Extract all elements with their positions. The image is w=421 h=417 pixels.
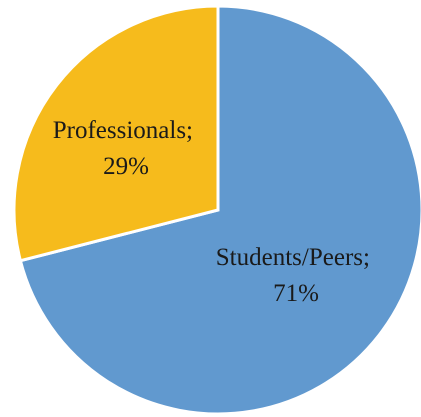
pie-slice-students-peers bbox=[18, 4, 421, 416]
data-label-students-peers-line2: 71% bbox=[273, 280, 319, 307]
data-label-professionals-line1: Professionals; bbox=[53, 117, 193, 144]
data-label-professionals: Professionals; 29% bbox=[53, 117, 200, 180]
data-label-students-peers: Students/Peers; 71% bbox=[216, 244, 376, 307]
pie-slice-professionals bbox=[12, 4, 220, 263]
pie-slices bbox=[12, 4, 421, 416]
data-label-professionals-line2: 29% bbox=[103, 153, 149, 180]
data-label-students-peers-line1: Students/Peers; bbox=[216, 244, 370, 271]
